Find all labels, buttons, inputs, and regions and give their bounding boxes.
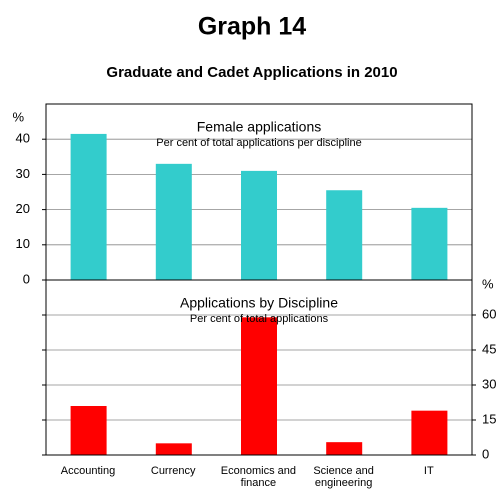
bar bbox=[155, 163, 192, 280]
bar bbox=[241, 317, 277, 455]
y-tick-label: 30 bbox=[16, 166, 30, 181]
y-tick-label: 45 bbox=[482, 341, 496, 356]
bar bbox=[411, 410, 448, 455]
panel-title: Applications by Discipline bbox=[180, 295, 338, 311]
bar bbox=[411, 207, 448, 280]
y-tick-label: 40 bbox=[16, 131, 30, 146]
y-tick-label: 0 bbox=[482, 446, 489, 461]
x-tick-label: Currency bbox=[150, 465, 196, 477]
bar bbox=[70, 406, 107, 455]
panel-subtitle: Per cent of total applications bbox=[190, 313, 329, 325]
page-title: Graph 14 bbox=[198, 13, 306, 41]
axis-unit: % bbox=[482, 276, 494, 291]
y-tick-label: 15 bbox=[482, 411, 496, 426]
panel-frame bbox=[45, 279, 473, 456]
x-tick-label: Accounting bbox=[60, 465, 116, 477]
panel-title: Female applications bbox=[197, 119, 322, 135]
bar bbox=[241, 170, 277, 280]
bar bbox=[70, 133, 107, 280]
y-tick-label: 0 bbox=[23, 271, 30, 286]
bar bbox=[155, 443, 192, 455]
page-subtitle: Graduate and Cadet Applications in 2010 bbox=[106, 64, 397, 81]
bar bbox=[326, 190, 363, 280]
axis-unit: % bbox=[12, 109, 24, 124]
x-tick-label: Science and engineering bbox=[313, 465, 374, 489]
panel-subtitle: Per cent of total applications per disci… bbox=[156, 137, 361, 149]
x-tick-label: Economics and finance bbox=[220, 465, 296, 489]
y-tick-label: 10 bbox=[16, 236, 30, 251]
y-tick-label: 30 bbox=[482, 376, 496, 391]
y-tick-label: 20 bbox=[16, 201, 30, 216]
x-tick-label: IT bbox=[423, 465, 434, 477]
y-tick-label: 60 bbox=[482, 306, 496, 321]
bar bbox=[326, 442, 363, 455]
